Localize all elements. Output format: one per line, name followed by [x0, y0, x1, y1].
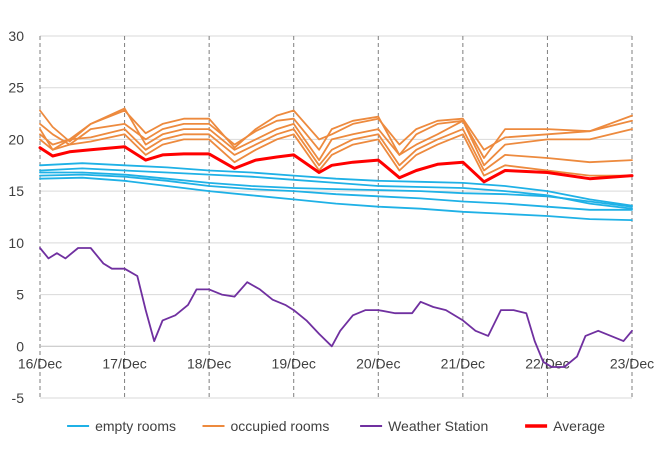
- series-line-empty-rooms: [39, 162, 633, 207]
- legend-label: occupied rooms: [231, 418, 330, 434]
- y-tick-label: 10: [8, 235, 24, 251]
- series-line-average: [38, 145, 634, 184]
- series-line-empty-rooms: [39, 176, 633, 222]
- y-tick-label: 25: [8, 80, 24, 96]
- y-tick-label: 5: [16, 287, 24, 303]
- y-tick-label: -5: [12, 390, 25, 406]
- series-line-occupied-rooms: [39, 115, 633, 159]
- y-tick-label: 15: [8, 183, 24, 199]
- legend-label: Weather Station: [388, 418, 488, 434]
- series-lines: [38, 107, 634, 368]
- x-tick-label: 23/Dec: [610, 355, 654, 371]
- series-line-weather-station: [39, 247, 633, 368]
- x-tick-label: 22/Dec: [525, 355, 569, 371]
- axes: -5 0 5 10 15 20 25 30 16/Dec 17/Dec 18/Dec 19/Dec 20…: [8, 28, 654, 406]
- series-line-occupied-rooms: [39, 128, 633, 172]
- grid-lines: [39, 35, 633, 399]
- x-tick-label: 21/Dec: [441, 355, 485, 371]
- series-line-empty-rooms: [39, 171, 633, 208]
- x-tick-label: 20/Dec: [356, 355, 400, 371]
- series-line-occupied-rooms: [39, 133, 633, 177]
- series-line-occupied-rooms: [39, 107, 633, 167]
- legend: empty rooms occupied rooms Weather Station…: [67, 418, 605, 434]
- legend-label: Average: [553, 418, 605, 434]
- x-tick-label: 19/Dec: [272, 355, 316, 371]
- y-tick-label: 0: [16, 338, 24, 354]
- x-tick-label: 18/Dec: [187, 355, 231, 371]
- y-tick-label: 30: [8, 28, 24, 44]
- x-tick-label: 17/Dec: [102, 355, 146, 371]
- x-tick-label: 16/Dec: [18, 355, 62, 371]
- y-tick-label: 20: [8, 131, 24, 147]
- series-line-empty-rooms: [39, 167, 633, 210]
- legend-label: empty rooms: [95, 418, 176, 434]
- series-line-empty-rooms: [39, 173, 633, 211]
